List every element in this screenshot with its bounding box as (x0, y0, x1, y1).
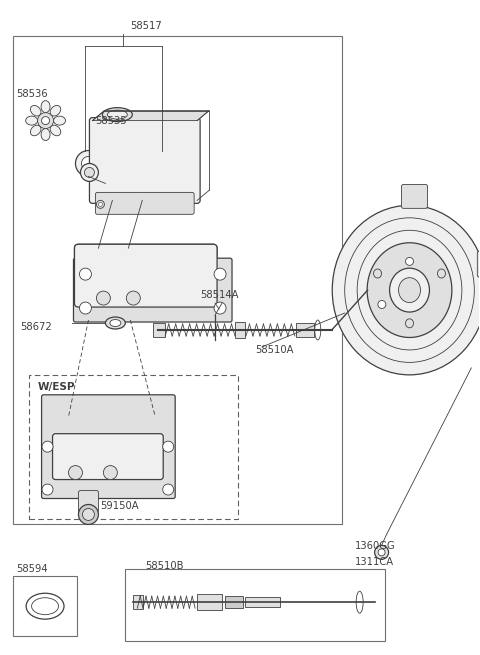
Circle shape (75, 151, 101, 176)
Circle shape (69, 466, 83, 479)
Ellipse shape (332, 206, 480, 375)
Polygon shape (93, 111, 209, 121)
Ellipse shape (102, 107, 132, 122)
Text: 58517: 58517 (130, 21, 162, 31)
Text: 58510B: 58510B (145, 561, 184, 571)
Ellipse shape (437, 269, 445, 278)
FancyBboxPatch shape (52, 434, 163, 479)
FancyBboxPatch shape (74, 244, 217, 307)
Ellipse shape (50, 105, 61, 116)
Circle shape (126, 291, 140, 305)
Circle shape (374, 546, 389, 559)
Text: 58536: 58536 (17, 88, 48, 99)
Circle shape (42, 484, 53, 495)
Ellipse shape (30, 125, 41, 136)
Circle shape (98, 202, 102, 206)
Ellipse shape (30, 105, 41, 116)
FancyBboxPatch shape (96, 193, 194, 214)
Circle shape (378, 549, 385, 556)
Bar (12, 36, 342, 525)
Bar (12, 576, 77, 636)
Text: 59150A: 59150A (100, 502, 139, 512)
FancyBboxPatch shape (402, 185, 428, 208)
Circle shape (80, 268, 91, 280)
FancyBboxPatch shape (42, 395, 175, 498)
Ellipse shape (110, 320, 121, 326)
Circle shape (406, 257, 413, 265)
Ellipse shape (32, 598, 59, 614)
FancyBboxPatch shape (73, 258, 232, 322)
Ellipse shape (54, 116, 65, 125)
Ellipse shape (41, 101, 50, 113)
Bar (235, 322, 245, 338)
Ellipse shape (373, 269, 382, 278)
Circle shape (42, 441, 53, 452)
Circle shape (96, 291, 110, 305)
Circle shape (78, 504, 98, 525)
Bar (125, 569, 384, 641)
Ellipse shape (315, 320, 321, 340)
Ellipse shape (406, 319, 413, 328)
Circle shape (163, 441, 174, 452)
Circle shape (214, 302, 226, 314)
Text: 58594: 58594 (17, 565, 48, 574)
Ellipse shape (25, 116, 37, 125)
Circle shape (84, 168, 95, 178)
Ellipse shape (50, 125, 61, 136)
Text: 58672: 58672 (21, 322, 52, 332)
Bar (29, 375, 238, 519)
Circle shape (96, 200, 104, 208)
Circle shape (103, 466, 117, 479)
Circle shape (42, 117, 49, 124)
Circle shape (80, 302, 91, 314)
Bar (245, 597, 280, 607)
Ellipse shape (367, 243, 452, 337)
Ellipse shape (356, 591, 363, 613)
Ellipse shape (108, 110, 127, 119)
FancyBboxPatch shape (89, 118, 200, 203)
Circle shape (37, 113, 54, 128)
Bar (153, 323, 165, 337)
Text: W/ESP: W/ESP (37, 382, 75, 392)
Bar (197, 594, 222, 610)
Text: 1360GG: 1360GG (355, 542, 396, 552)
Ellipse shape (390, 268, 430, 312)
Circle shape (378, 301, 386, 309)
Text: 58535: 58535 (96, 115, 127, 126)
Text: 1311CA: 1311CA (355, 557, 394, 567)
Text: 58510A: 58510A (255, 345, 293, 355)
Circle shape (83, 508, 95, 521)
FancyBboxPatch shape (78, 491, 98, 512)
Circle shape (82, 157, 96, 170)
Bar (133, 595, 144, 609)
FancyBboxPatch shape (477, 252, 480, 277)
Circle shape (163, 484, 174, 495)
Text: 58514A: 58514A (200, 290, 239, 300)
Bar (225, 596, 243, 608)
Ellipse shape (106, 317, 125, 329)
Circle shape (214, 268, 226, 280)
Circle shape (81, 164, 98, 181)
FancyBboxPatch shape (74, 244, 217, 307)
Ellipse shape (398, 278, 420, 303)
Ellipse shape (41, 128, 50, 141)
Bar (296, 323, 314, 337)
